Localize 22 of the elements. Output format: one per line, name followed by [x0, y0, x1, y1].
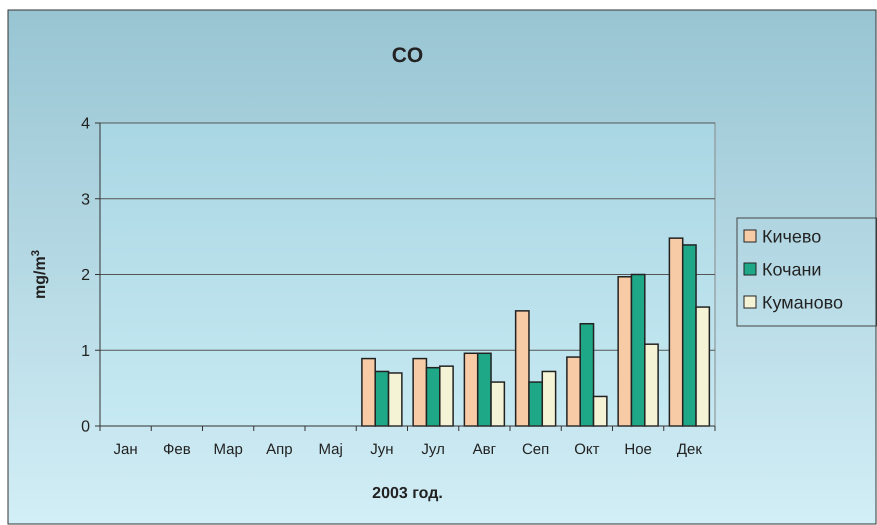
x-tick-label: Дек	[676, 441, 702, 458]
x-tick-label: Окт	[574, 441, 600, 458]
x-axis-title: 2003 год.	[372, 485, 443, 502]
x-tick-label: Сеп	[522, 441, 550, 458]
legend-label: Кичево	[762, 226, 822, 246]
x-tick-label: Јан	[114, 441, 138, 458]
x-tick-label: Ное	[624, 441, 652, 458]
x-tick-label: Мар	[213, 441, 243, 458]
y-tick-label: 0	[81, 418, 90, 436]
legend-label: Куманово	[762, 292, 843, 312]
y-tick-label: 1	[81, 342, 90, 360]
x-tick-label: Апр	[266, 441, 293, 458]
x-tick-label: Јул	[421, 441, 445, 458]
y-tick-label: 2	[81, 267, 90, 284]
legend-label: Кочани	[762, 259, 822, 280]
x-tick-label: Мај	[318, 441, 343, 458]
x-tick-label: Јун	[370, 441, 394, 458]
y-tick-label: 4	[81, 116, 90, 133]
x-tick-label: Авг	[472, 441, 497, 458]
chart-title: CO	[392, 44, 424, 67]
y-tick-label: 3	[81, 191, 90, 208]
x-tick-label: Фев	[163, 441, 191, 458]
